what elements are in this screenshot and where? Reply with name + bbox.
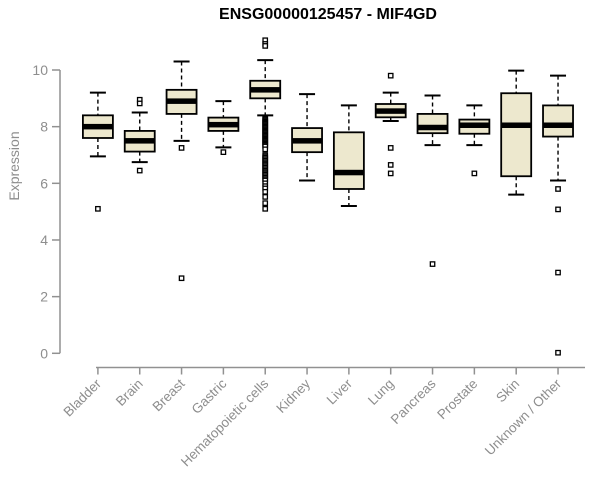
x-tick-label: Prostate bbox=[434, 376, 480, 422]
x-tick-label: Unknown / Other bbox=[482, 376, 565, 459]
median-line bbox=[82, 123, 113, 130]
median-line bbox=[166, 98, 197, 104]
outlier-point bbox=[262, 188, 269, 195]
outlier-point bbox=[555, 186, 561, 192]
y-tick-label: 8 bbox=[40, 119, 48, 135]
y-tick-label: 6 bbox=[40, 175, 48, 191]
outlier-point bbox=[387, 145, 394, 151]
x-tick-label: Pancreas bbox=[388, 376, 439, 427]
outlier-point bbox=[136, 100, 143, 107]
boxplot-unknown-other bbox=[542, 74, 574, 356]
outlier-point bbox=[555, 206, 561, 213]
boxplot-pancreas bbox=[416, 94, 449, 267]
outlier-point bbox=[555, 349, 561, 356]
median-line bbox=[124, 138, 155, 144]
outlier-point bbox=[95, 205, 101, 212]
outlier-point bbox=[387, 170, 394, 177]
median-line bbox=[208, 121, 239, 128]
outlier-point bbox=[262, 43, 269, 49]
iqr-box bbox=[500, 92, 533, 178]
chart-title: ENSG00000125457 - MIF4GD bbox=[219, 6, 437, 23]
outlier-point bbox=[471, 170, 478, 177]
y-tick-label: 0 bbox=[40, 345, 48, 361]
median-line bbox=[250, 87, 281, 93]
boxplot-kidney bbox=[291, 93, 323, 182]
boxplot-prostate bbox=[458, 104, 491, 177]
iqr-box bbox=[542, 104, 574, 138]
boxplot-gastric bbox=[207, 100, 240, 156]
outlier-point bbox=[262, 205, 269, 212]
y-tick-label: 2 bbox=[40, 289, 48, 305]
outlier-point bbox=[387, 162, 394, 168]
median-line bbox=[292, 138, 323, 144]
boxplot-skin bbox=[500, 69, 533, 196]
boxplot-breast bbox=[165, 60, 198, 282]
median-line bbox=[543, 122, 574, 128]
outlier-point bbox=[178, 145, 185, 151]
outlier-point bbox=[178, 275, 185, 282]
x-tick-label: Bladder bbox=[61, 376, 105, 420]
outlier-point bbox=[262, 146, 269, 153]
outlier-point bbox=[387, 72, 394, 79]
x-tick-label: Liver bbox=[324, 376, 356, 408]
outlier-point bbox=[262, 194, 269, 200]
outlier-point bbox=[429, 261, 436, 267]
y-tick-label: 10 bbox=[32, 62, 48, 78]
x-tick-label: Lung bbox=[365, 376, 397, 408]
outlier-point bbox=[136, 167, 143, 174]
boxplot-brain bbox=[123, 96, 156, 174]
y-tick-label: 4 bbox=[40, 232, 48, 248]
iqr-box bbox=[332, 131, 365, 190]
x-tick-label: Skin bbox=[493, 376, 522, 405]
median-line bbox=[459, 122, 490, 128]
outlier-point bbox=[220, 149, 227, 156]
median-line bbox=[333, 169, 364, 176]
median-line bbox=[417, 124, 448, 131]
median-line bbox=[501, 122, 532, 128]
boxplot-lung bbox=[374, 72, 407, 177]
x-tick-label: Kidney bbox=[273, 376, 313, 416]
x-tick-label: Breast bbox=[149, 376, 187, 414]
iqr-box bbox=[416, 113, 449, 135]
boxplot-hematopoietic-cells bbox=[249, 37, 282, 212]
outlier-point bbox=[555, 269, 561, 276]
boxplot-bladder bbox=[82, 91, 114, 212]
median-line bbox=[375, 108, 406, 114]
outlier-point bbox=[262, 200, 269, 207]
x-tick-label: Brain bbox=[113, 376, 146, 409]
boxplot-liver bbox=[332, 104, 365, 207]
x-tick-label: Gastric bbox=[189, 376, 230, 417]
